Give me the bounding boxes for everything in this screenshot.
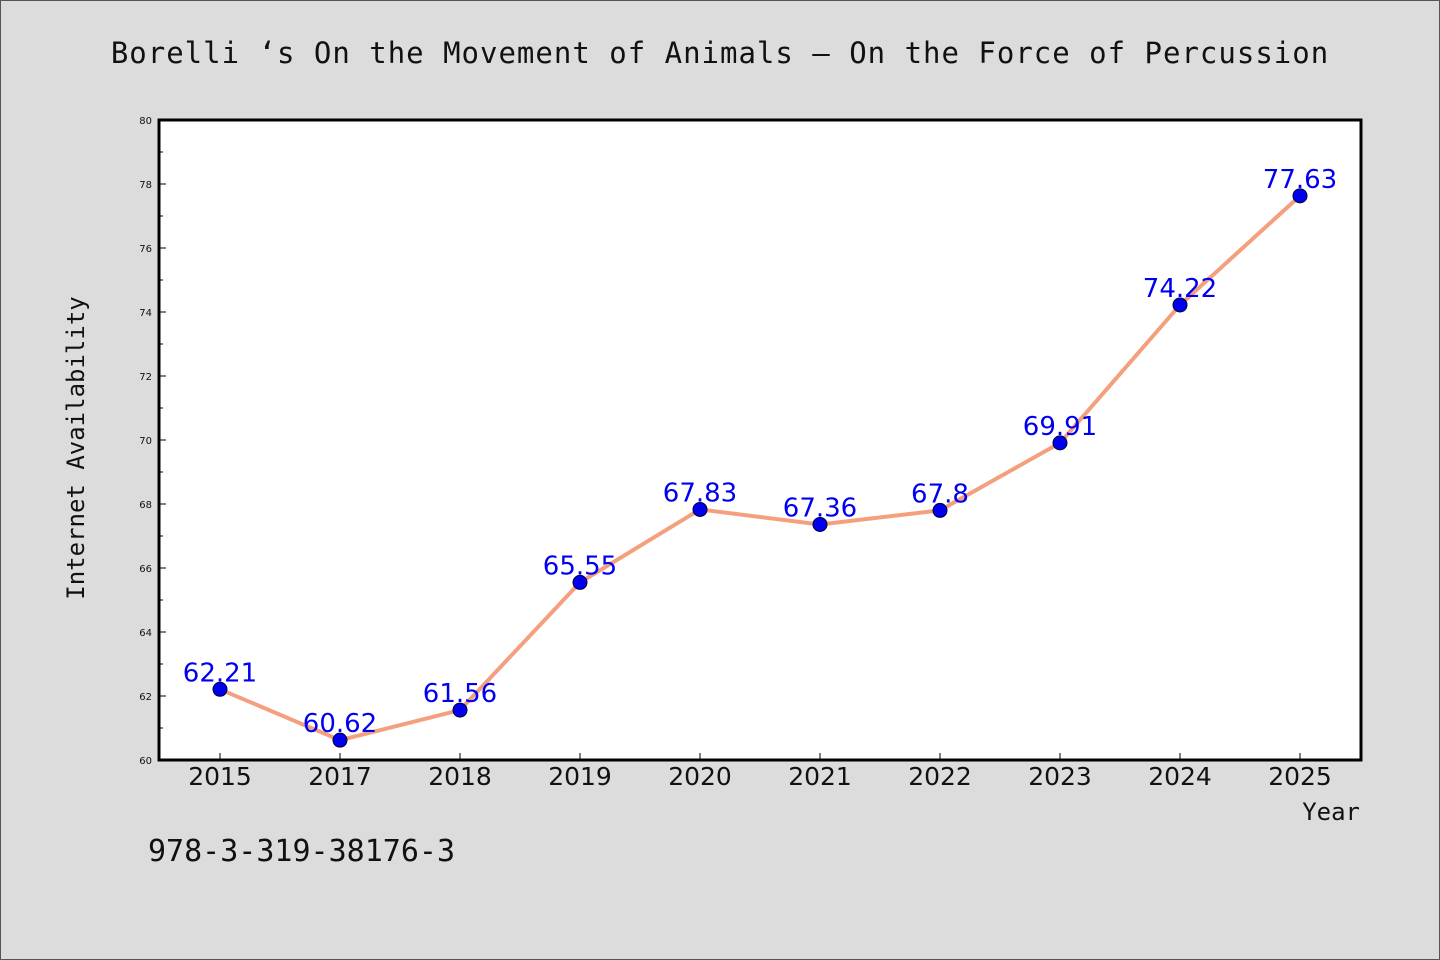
x-tick-label: 2017 [308,762,372,791]
data-point [1292,188,1308,204]
x-tick-label: 2024 [1148,762,1212,791]
x-axis: 2015 2017 2018 2019 2020 2021 2022 2023 2024 2025 [188,753,1332,791]
data-label: 74.22 [1143,274,1217,304]
data-label: 61.56 [423,679,497,709]
x-tick-label: 2022 [908,762,972,791]
data-point [932,502,948,518]
x-tick-label: 2018 [428,762,492,791]
x-tick-label: 2020 [668,762,732,791]
y-tick-label: 68 [139,500,152,511]
x-tick-label: 2023 [1028,762,1092,791]
data-label: 69.91 [1023,412,1097,442]
y-tick-label: 76 [139,244,152,255]
data-label: 60.62 [303,709,377,739]
y-axis-title: Internet Availability [62,296,90,599]
data-point [812,516,828,532]
chart-title: Borelli ‘s On the Movement of Animals – … [110,36,1330,70]
data-label: 67.83 [663,478,737,508]
x-tick-label: 2015 [188,762,252,791]
data-point [572,574,588,590]
data-labels: 62.21 60.62 61.56 65.55 67.83 67.36 67.8 69.91 7… [183,165,1337,739]
data-point [452,702,468,718]
data-markers [212,188,1308,748]
plot-border [157,118,1363,762]
isbn-text: 978-3-319-38176-3 [148,834,456,869]
x-axis-title: Year [1302,798,1360,826]
y-tick-label: 60 [139,756,152,767]
y-tick-label: 66 [139,564,152,575]
x-tick-label: 2025 [1268,762,1332,791]
data-point [1052,435,1068,451]
y-tick-label: 62 [139,692,152,703]
data-point [1172,297,1188,313]
y-tick-label: 70 [139,436,152,447]
y-tick-label: 72 [139,372,152,383]
y-tick-label: 78 [139,180,152,191]
data-point [332,732,348,748]
data-label: 77.63 [1263,165,1337,195]
y-tick-label: 64 [139,628,152,639]
data-label: 62.21 [183,658,257,688]
x-tick-label: 2021 [788,762,852,791]
data-label: 67.8 [911,479,969,509]
series-line [218,193,1302,743]
data-point [212,681,228,697]
data-label: 65.55 [543,551,617,581]
data-point [692,501,708,517]
data-label: 67.36 [783,493,857,523]
y-tick-label: 80 [139,116,152,127]
y-axis: 60 62 64 66 68 70 72 74 76 78 80 [139,116,166,767]
plot-area [159,120,1361,760]
y-tick-label: 74 [139,308,152,319]
x-tick-label: 2019 [548,762,612,791]
